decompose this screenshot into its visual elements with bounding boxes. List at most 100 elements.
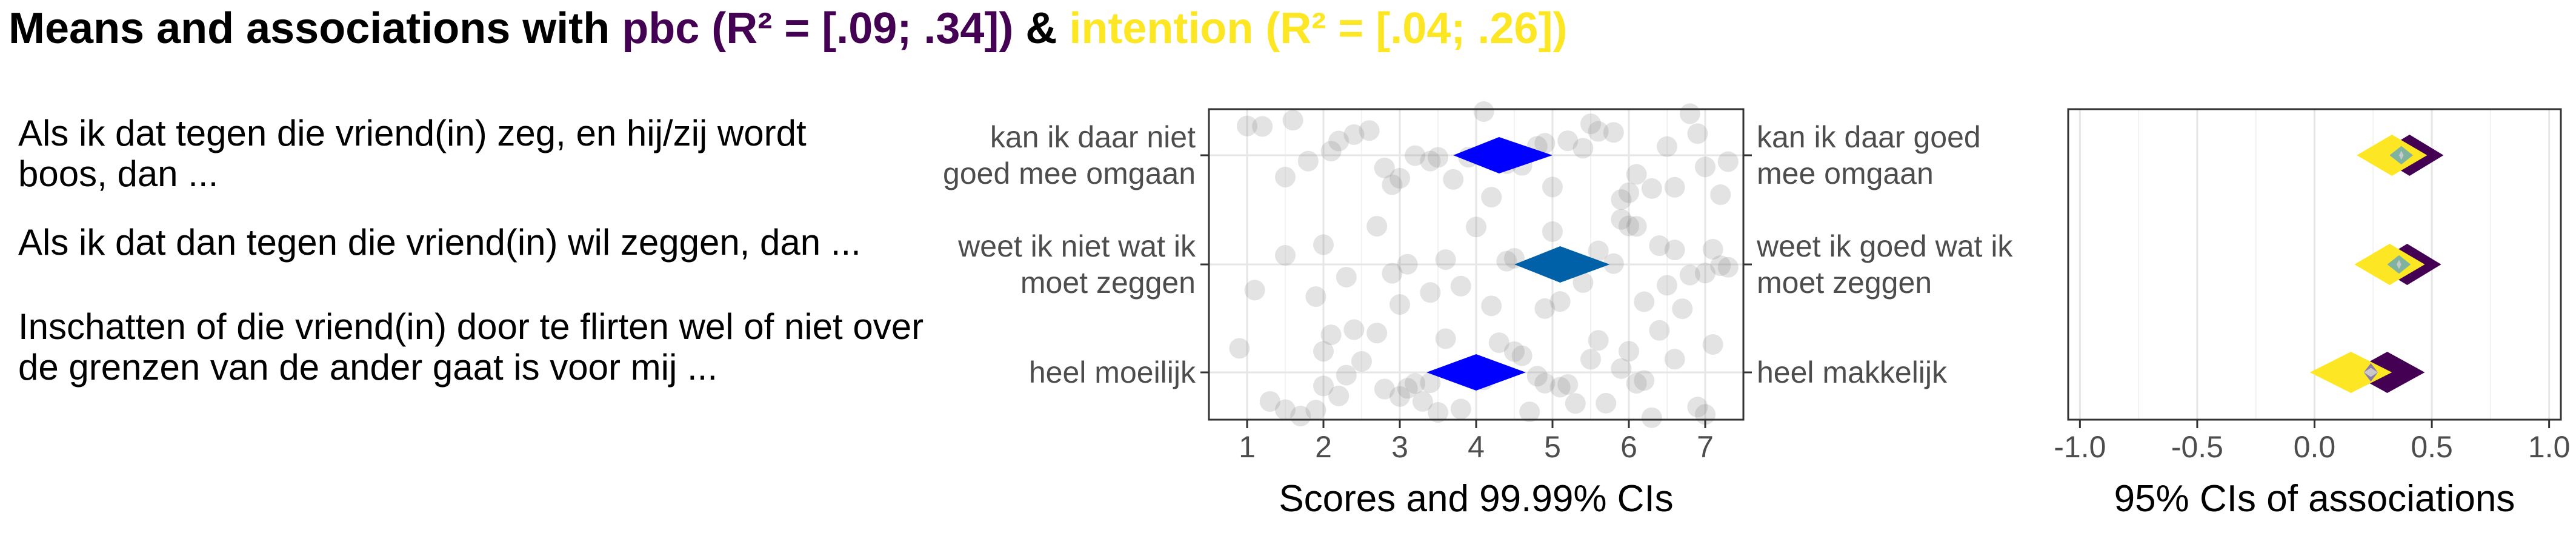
score-point [1634, 291, 1655, 312]
mean-ci-diamond [1514, 246, 1610, 283]
left-anchor-label: weet ik niet wat ik moet zeggen [957, 229, 1196, 300]
score-point [1343, 124, 1365, 145]
score-point [1237, 115, 1257, 136]
score-point [1649, 235, 1670, 257]
score-point [1657, 275, 1677, 296]
score-point [1717, 257, 1739, 278]
score-point [1702, 238, 1723, 260]
score-point [1664, 176, 1685, 198]
right-anchor-label: heel makkelijk [1757, 355, 1948, 389]
score-point [1374, 378, 1395, 400]
x-tick-label: 1.0 [2528, 430, 2571, 464]
score-point [1374, 157, 1395, 178]
score-point [1328, 130, 1350, 152]
score-point [1252, 116, 1273, 137]
score-point [1229, 338, 1250, 359]
score-point [1405, 145, 1426, 166]
overlap-ci-core [2363, 368, 2378, 377]
score-point [1366, 215, 1388, 237]
mean-ci-diamond [1453, 137, 1553, 173]
score-point [1275, 167, 1296, 188]
score-point [1481, 187, 1502, 208]
score-point [1336, 364, 1357, 386]
score-point [1580, 349, 1601, 370]
score-point [1657, 136, 1677, 157]
score-point [1573, 138, 1594, 159]
intention-ci-diamond [2309, 352, 2392, 393]
score-point [1496, 250, 1517, 272]
overlap-ci-core [2398, 150, 2404, 160]
x-tick-label: -0.5 [2171, 430, 2223, 464]
score-point [1596, 392, 1617, 414]
score-point [1313, 341, 1334, 362]
x-tick-label: 5 [1544, 430, 1561, 464]
score-point [1679, 103, 1700, 124]
score-point [1588, 121, 1609, 142]
score-point [1573, 272, 1594, 293]
score-point [1351, 351, 1372, 372]
score-point [1542, 221, 1563, 242]
score-point [1619, 215, 1639, 237]
score-point [1313, 375, 1334, 397]
score-point [1466, 217, 1486, 238]
score-point [1687, 397, 1708, 418]
score-point [1619, 182, 1639, 203]
score-point [1611, 189, 1632, 210]
score-point [1557, 130, 1579, 152]
score-point [1297, 150, 1319, 172]
score-point [1412, 391, 1433, 412]
score-point [1702, 334, 1723, 355]
score-point [1488, 332, 1509, 354]
overlap-ci-core [2397, 260, 2401, 269]
score-point [1359, 120, 1380, 141]
item-label-1: Als ik dat tegen die vriend(in) zeg, en … [18, 113, 807, 195]
score-point [1481, 295, 1502, 317]
score-point [1450, 275, 1471, 297]
score-point [1397, 378, 1418, 399]
score-point [1695, 263, 1716, 284]
score-point [1534, 372, 1556, 394]
score-point [1611, 358, 1632, 379]
score-point [1534, 133, 1556, 154]
score-point [1649, 320, 1670, 341]
score-point [1641, 407, 1662, 428]
score-point [1328, 385, 1350, 406]
score-point [1634, 370, 1655, 391]
score-point [1588, 240, 1609, 261]
score-point [1343, 319, 1365, 340]
score-point [1390, 386, 1410, 407]
score-point [1259, 391, 1280, 412]
item-label-3: Inschatten of die vriend(in) door te fli… [18, 306, 924, 388]
x-tick-label: 0.0 [2294, 430, 2336, 464]
item-label-2: Als ik dat dan tegen die vriend(in) wil … [18, 222, 861, 263]
x-tick-label: 1 [1239, 430, 1256, 464]
score-point [1664, 349, 1685, 370]
score-point [1244, 280, 1265, 301]
score-point [1313, 234, 1334, 255]
x-tick-label: 4 [1468, 430, 1485, 464]
score-point [1603, 253, 1624, 274]
score-point [1366, 323, 1388, 344]
score-point [1420, 282, 1441, 303]
score-point [1428, 147, 1448, 168]
score-point [1603, 122, 1624, 143]
score-point [1557, 374, 1579, 395]
chart-title: Means and associations with pbc (R² = [.… [8, 2, 1567, 55]
score-point [1473, 101, 1494, 122]
score-point [1619, 341, 1639, 362]
score-point [1519, 401, 1540, 423]
right-anchor-label: kan ik daar goed mee omgaan [1757, 120, 1981, 190]
title-intention: intention (R² = [.04; .26]) [1069, 4, 1568, 53]
x-tick-label: 0.5 [2411, 430, 2453, 464]
score-point [1626, 164, 1647, 185]
score-point [1420, 372, 1441, 394]
score-point [1526, 366, 1548, 387]
x-tick-label: 6 [1620, 430, 1637, 464]
score-point [1397, 254, 1418, 275]
x-tick-label: 3 [1391, 430, 1408, 464]
score-point [1534, 298, 1556, 319]
score-point [1275, 244, 1296, 266]
score-point [1320, 324, 1342, 346]
score-point [1542, 176, 1563, 198]
score-point [1588, 330, 1609, 351]
